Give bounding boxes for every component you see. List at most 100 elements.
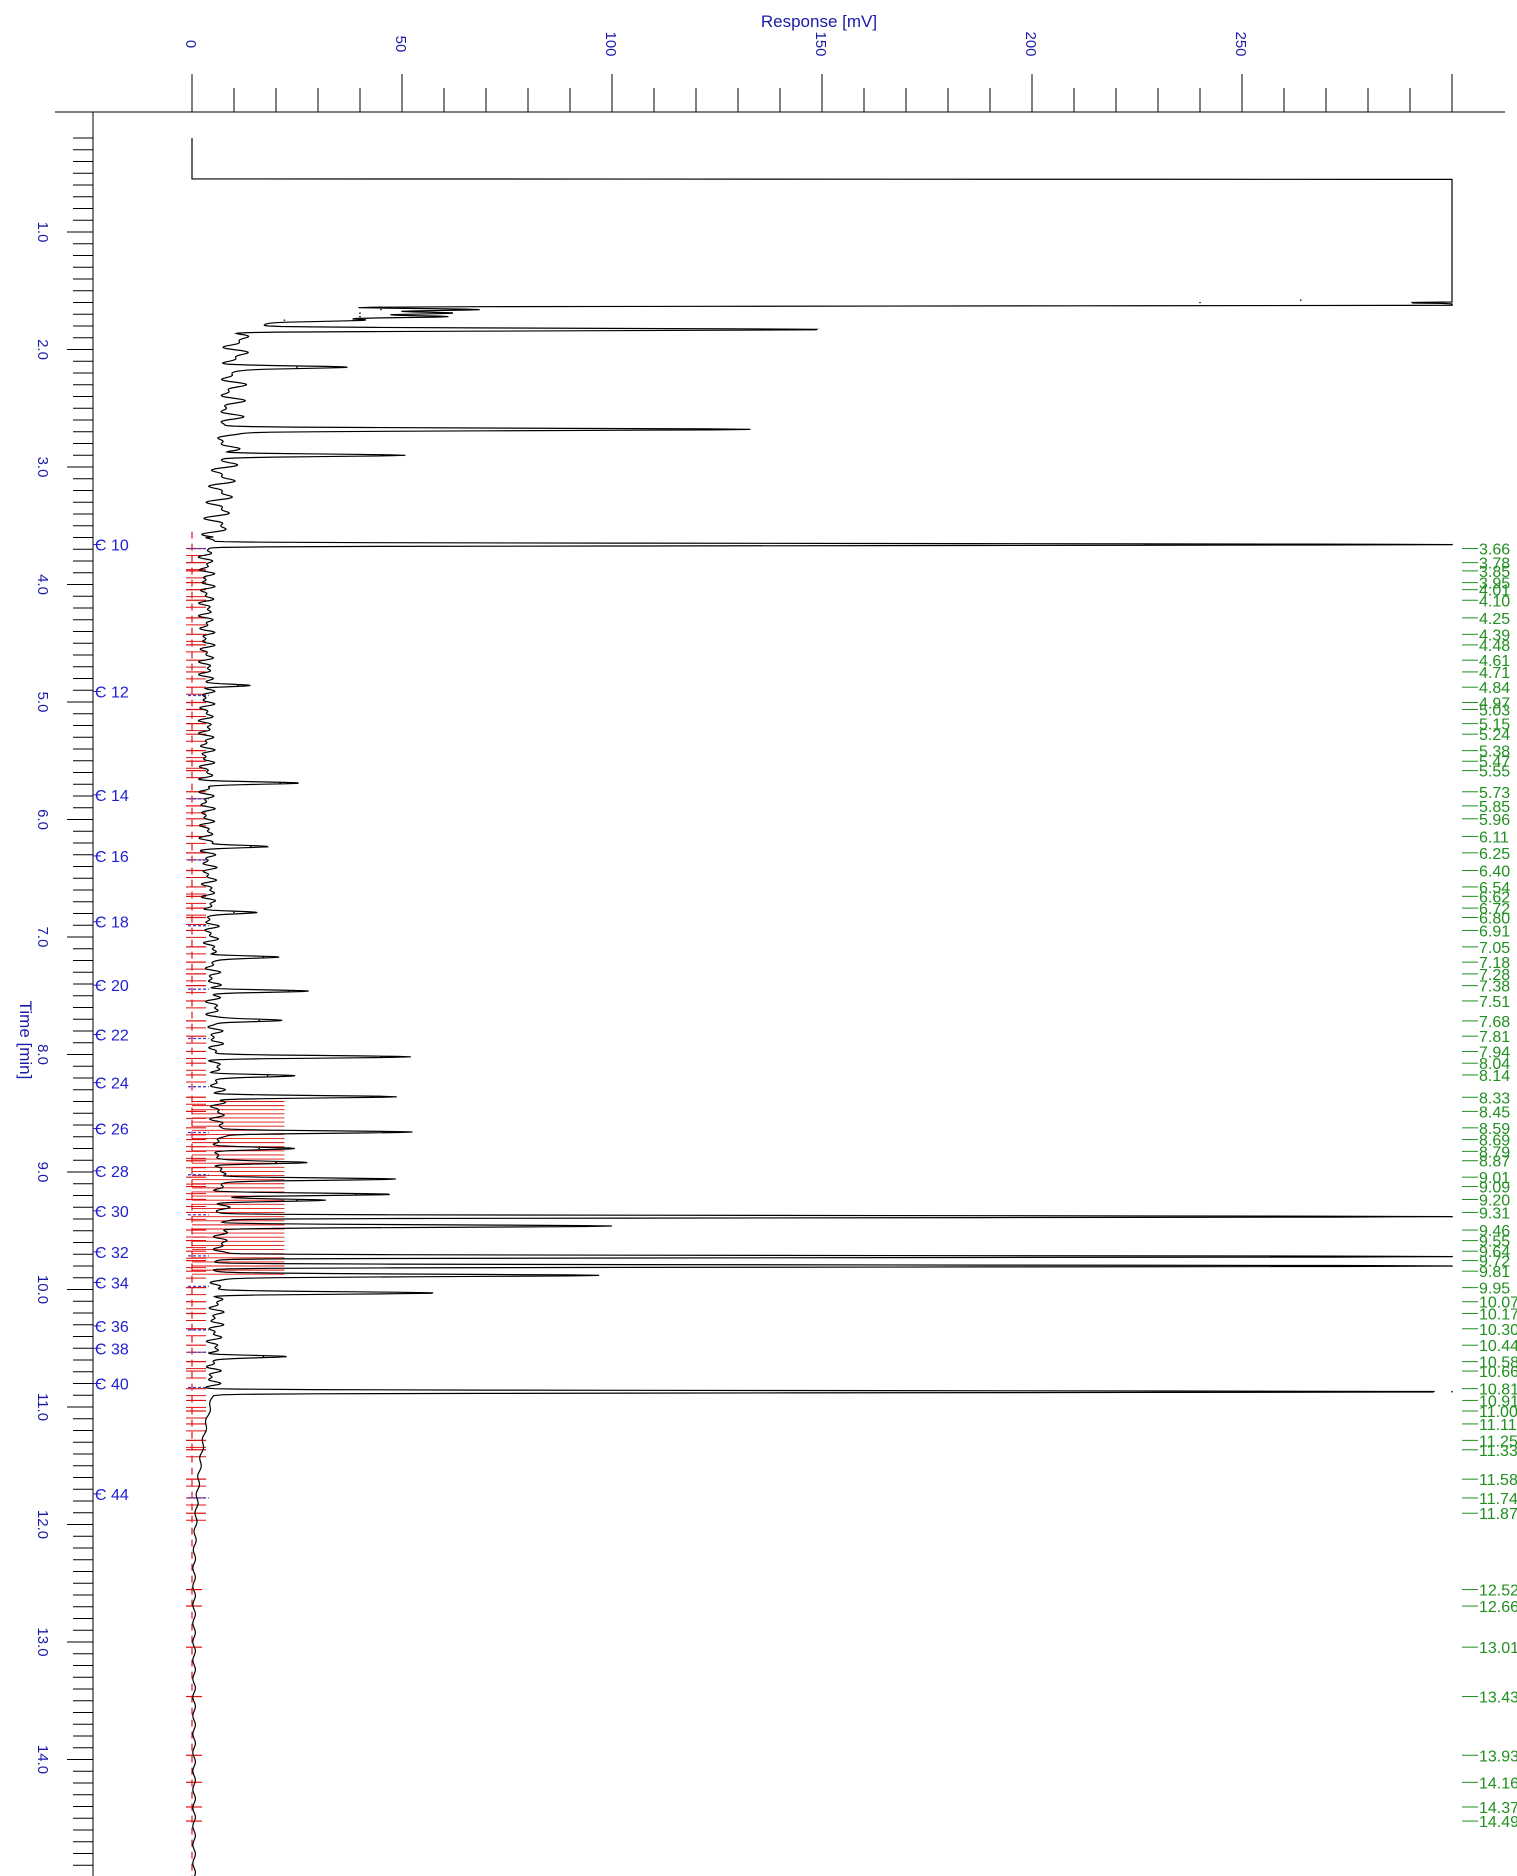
peak-label: 8.69 <box>1479 1133 1510 1150</box>
peak-label: 14.37 <box>1479 1800 1517 1817</box>
carbon-label: C 14 <box>95 788 129 805</box>
peak-apex <box>279 782 282 784</box>
peak-label: 4.01 <box>1479 583 1510 600</box>
peak-apex <box>1451 1390 1453 1393</box>
peak-apex <box>371 1096 374 1098</box>
y-tick-label: 8.0 <box>34 1044 51 1065</box>
peak-label: 7.94 <box>1479 1044 1510 1061</box>
peak-label: 5.85 <box>1479 799 1510 816</box>
peak-label: 11.58 <box>1479 1472 1517 1489</box>
y-axis-title: Time [min] <box>16 1001 35 1080</box>
peak-apex <box>355 1193 357 1196</box>
peak-label: 11.87 <box>1479 1506 1517 1523</box>
peak-apex <box>296 366 298 368</box>
peak-label: 5.96 <box>1479 812 1510 829</box>
peak-apex <box>380 1056 382 1058</box>
peak-label: 4.84 <box>1479 680 1510 697</box>
peak-label: 4.48 <box>1479 638 1510 655</box>
peak-label: 13.93 <box>1479 1748 1517 1765</box>
peak-label: 11.25 <box>1479 1433 1517 1450</box>
peak-label: 11.11 <box>1479 1417 1517 1434</box>
carbon-label: C 16 <box>95 849 129 866</box>
carbon-number-labels: C 10 C 12 C 14 C 16 C 18 C 20 C 22 C 24 C 26 C 28… <box>93 538 129 1504</box>
x-tick-label: 50 <box>392 36 409 53</box>
peak-apex <box>275 1161 277 1164</box>
retention-markers <box>186 531 285 1876</box>
peak-label: 5.38 <box>1479 744 1510 761</box>
peak-apex <box>716 428 718 431</box>
carbon-label: C 12 <box>95 684 129 701</box>
peak-label: 12.52 <box>1479 1583 1517 1600</box>
peak-label: 9.64 <box>1479 1244 1510 1261</box>
y-tick-label: 12.0 <box>34 1510 51 1539</box>
peak-label: 5.55 <box>1479 764 1510 781</box>
peak-apex <box>258 1019 261 1022</box>
carbon-label: C 22 <box>95 1028 129 1045</box>
peak-apex <box>262 956 265 958</box>
peak-label: 13.43 <box>1479 1690 1517 1707</box>
peak-label: 7.05 <box>1479 940 1510 957</box>
peak-label: 8.87 <box>1479 1154 1510 1171</box>
peak-label: 14.16 <box>1479 1775 1517 1792</box>
peak-label: 4.97 <box>1479 695 1510 712</box>
peak-label: 3.66 <box>1479 542 1510 559</box>
peak-label: 7.81 <box>1479 1029 1510 1046</box>
peak-apex <box>1451 543 1453 546</box>
peak-label: 7.51 <box>1479 994 1510 1011</box>
peak-label: 6.72 <box>1479 901 1510 918</box>
peak-label: 9.31 <box>1479 1205 1510 1222</box>
peak-apex <box>380 454 382 457</box>
y-tick-label: 9.0 <box>34 1162 51 1183</box>
peak-label: 4.25 <box>1479 611 1510 628</box>
peak-label: 8.59 <box>1479 1121 1510 1138</box>
peak-apex <box>371 1178 374 1180</box>
peak-apex <box>762 328 764 331</box>
y-tick-label: 5.0 <box>34 692 51 713</box>
peak-label: 4.61 <box>1479 653 1510 670</box>
trace-layer <box>191 138 1453 1876</box>
carbon-label: C 18 <box>95 915 129 932</box>
peak-label: 5.73 <box>1479 785 1510 802</box>
carbon-label: C 36 <box>95 1319 129 1336</box>
y-tick-label: 3.0 <box>34 457 51 478</box>
y-tick-label: 2.0 <box>34 339 51 360</box>
x-tick-label: 250 <box>1232 31 1249 56</box>
peak-apex <box>359 312 361 314</box>
carbon-label: C 34 <box>95 1275 129 1292</box>
peak-apex <box>266 1074 269 1077</box>
peak-apex <box>258 1147 261 1150</box>
peak-label: 8.45 <box>1479 1104 1510 1121</box>
peak-apex <box>392 1131 395 1133</box>
peak-label: 6.54 <box>1479 880 1510 897</box>
peak-label: 3.85 <box>1479 564 1510 581</box>
peak-label: 11.74 <box>1479 1491 1517 1508</box>
x-tick-label: 0 <box>182 40 199 48</box>
peak-label: 11.33 <box>1479 1443 1517 1460</box>
peak-apex <box>1451 1255 1453 1258</box>
peak-label: 12.66 <box>1479 1599 1517 1616</box>
x-tick-label: 200 <box>1022 31 1039 56</box>
y-tick-label: 10.0 <box>34 1275 51 1304</box>
carbon-label: C 26 <box>95 1122 129 1139</box>
peak-label: 5.03 <box>1479 703 1510 720</box>
peak-label: 5.15 <box>1479 717 1510 734</box>
peak-label: 9.55 <box>1479 1234 1510 1251</box>
carbon-label: C 38 <box>95 1341 129 1358</box>
peak-label: 5.24 <box>1479 727 1510 744</box>
peak-label: 10.44 <box>1479 1338 1517 1355</box>
peak-label: 10.17 <box>1479 1306 1517 1323</box>
peak-label: 9.81 <box>1479 1264 1510 1281</box>
x-axis: 0 50 100 150 200 250 <box>55 31 1505 113</box>
peak-label: 10.91 <box>1479 1393 1517 1410</box>
peak-label: 9.09 <box>1479 1180 1510 1197</box>
peak-apex <box>1451 1265 1453 1267</box>
y-tick-label: 13.0 <box>34 1627 51 1656</box>
peak-label: 10.66 <box>1479 1364 1517 1381</box>
peak-apex <box>1300 299 1302 301</box>
y-tick-label: 6.0 <box>34 809 51 830</box>
carbon-label: C 44 <box>95 1487 129 1504</box>
chromatogram-trace <box>191 138 1453 1876</box>
peak-label: 7.38 <box>1479 979 1510 996</box>
peak-label: 5.47 <box>1479 754 1510 771</box>
